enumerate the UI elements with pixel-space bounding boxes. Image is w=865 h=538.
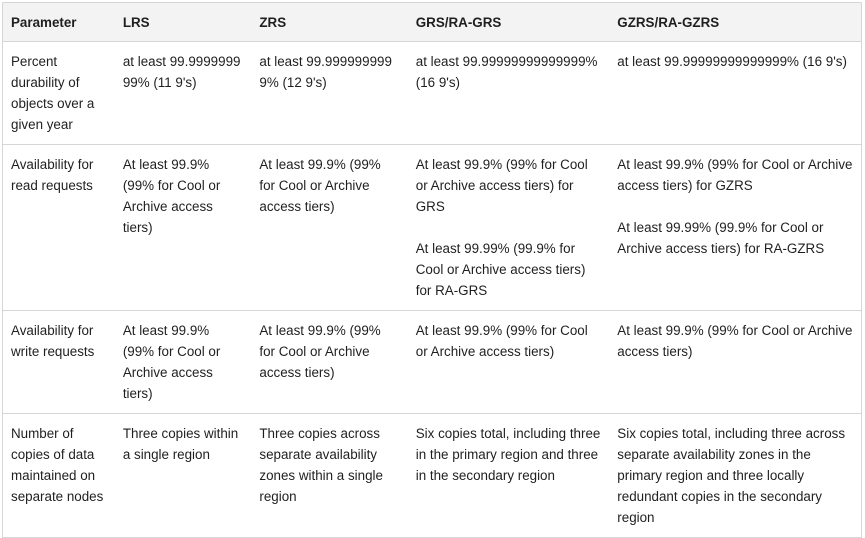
- cell-lrs: At least 99.9% (99% for Cool or Archive …: [114, 310, 252, 414]
- cell-parameter: Number of copies of data maintained on s…: [2, 413, 115, 538]
- header-zrs: ZRS: [251, 2, 408, 42]
- cell-parameter: Availability for write requests: [2, 310, 115, 414]
- header-parameter: Parameter: [2, 2, 115, 42]
- cell-gzrs-paragraph-gzrs: At least 99.9% (99% for Cool or Archive …: [617, 157, 853, 193]
- cell-grs-paragraph-grs: At least 99.9% (99% for Cool or Archive …: [415, 157, 588, 214]
- cell-gzrs: Six copies total, including three across…: [609, 413, 862, 538]
- header-lrs: LRS: [114, 2, 252, 42]
- cell-parameter: Percent durability of objects over a giv…: [2, 41, 115, 145]
- table-row-write-availability: Availability for write requests At least…: [2, 310, 862, 414]
- cell-zrs: At least 99.9% (99% for Cool or Archive …: [251, 144, 408, 311]
- header-gzrs-ra-gzrs: GZRS/RA-GZRS: [609, 2, 862, 42]
- cell-zrs: At least 99.9% (99% for Cool or Archive …: [251, 310, 408, 414]
- cell-lrs: at least 99.999999999% (11 9's): [114, 41, 252, 145]
- cell-gzrs: at least 99.99999999999999% (16 9's): [609, 41, 862, 145]
- cell-grs: Six copies total, including three in the…: [407, 413, 610, 538]
- cell-gzrs: At least 99.9% (99% for Cool or Archive …: [609, 144, 862, 311]
- table-row-read-availability: Availability for read requests At least …: [2, 144, 862, 311]
- table-row-copies: Number of copies of data maintained on s…: [2, 413, 862, 538]
- cell-gzrs: At least 99.9% (99% for Cool or Archive …: [609, 310, 862, 414]
- cell-zrs: Three copies across separate availabilit…: [251, 413, 408, 538]
- cell-gzrs-paragraph-ra-gzrs: At least 99.99% (99.9% for Cool or Archi…: [617, 220, 825, 256]
- header-row: Parameter LRS ZRS GRS/RA-GRS GZRS/RA-GZR…: [2, 2, 862, 42]
- header-grs-ra-grs: GRS/RA-GRS: [407, 2, 610, 42]
- table-row-durability: Percent durability of objects over a giv…: [2, 41, 862, 145]
- cell-parameter: Availability for read requests: [2, 144, 115, 311]
- cell-grs: at least 99.99999999999999% (16 9's): [407, 41, 610, 145]
- cell-zrs: at least 99.9999999999% (12 9's): [251, 41, 408, 145]
- cell-lrs: Three copies within a single region: [114, 413, 252, 538]
- cell-grs: At least 99.9% (99% for Cool or Archive …: [407, 310, 610, 414]
- cell-grs-paragraph-ra-grs: At least 99.99% (99.9% for Cool or Archi…: [415, 241, 586, 298]
- cell-grs: At least 99.9% (99% for Cool or Archive …: [407, 144, 610, 311]
- cell-lrs: At least 99.9% (99% for Cool or Archive …: [114, 144, 252, 311]
